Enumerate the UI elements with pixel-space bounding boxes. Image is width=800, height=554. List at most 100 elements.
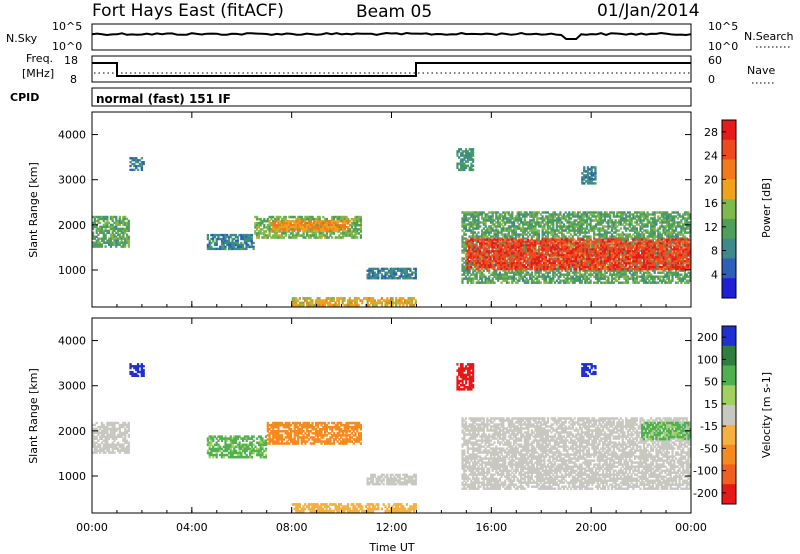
power-cell: [504, 235, 507, 238]
power-cell: [102, 241, 105, 244]
power-cell: [593, 261, 596, 264]
power-cell: [525, 227, 528, 230]
power-cell: [380, 273, 383, 276]
power-cell: [341, 226, 345, 229]
power-cell: [555, 221, 558, 224]
power-cell: [603, 225, 606, 228]
power-cell: [589, 229, 592, 232]
power-cell: [459, 164, 462, 167]
power-region-8: [466, 238, 692, 271]
power-cell: [259, 224, 262, 227]
power-cell: [497, 221, 500, 224]
power-cell: [484, 256, 487, 259]
power-cell: [651, 221, 654, 224]
power-cell: [626, 227, 630, 230]
power-cell: [122, 237, 125, 240]
power-cell: [273, 232, 277, 235]
power-cell: [250, 235, 253, 239]
power-cell: [300, 234, 303, 237]
power-cell: [461, 160, 464, 163]
power-cell: [104, 227, 107, 231]
power-cell: [389, 277, 392, 280]
power-cell: [271, 226, 274, 229]
power-cell: [635, 231, 638, 234]
power-cell: [473, 275, 476, 278]
power-cell: [352, 234, 355, 237]
power-cell: [115, 217, 118, 221]
power-cell: [651, 275, 654, 278]
power-cell: [461, 257, 464, 260]
power-cell: [586, 259, 589, 262]
power-cell: [680, 225, 683, 228]
power-cell: [311, 224, 314, 227]
power-cell: [466, 164, 469, 167]
power-cell: [548, 231, 551, 234]
power-cell: [625, 281, 628, 284]
power-cell: [466, 260, 469, 263]
power-cell: [500, 246, 503, 249]
power-cell: [518, 233, 521, 236]
power-cell: [468, 263, 471, 266]
power-cell: [345, 217, 348, 221]
power-cell: [671, 215, 674, 218]
power-cell: [680, 243, 683, 246]
power-cell: [505, 244, 508, 247]
power-cell: [465, 164, 468, 167]
noise-left-tick-bottom: 10^0: [52, 40, 82, 53]
power-cell: [523, 219, 526, 222]
power-cell: [464, 225, 468, 228]
power-cell: [537, 229, 541, 232]
power-cell: [465, 150, 468, 153]
power-region-7: [461, 211, 692, 284]
power-cell: [537, 225, 541, 228]
power-cell: [100, 239, 104, 242]
power-cell: [473, 213, 476, 216]
power-cell: [659, 277, 662, 280]
power-cell: [104, 237, 107, 240]
power-cell: [509, 275, 512, 278]
power-cell: [356, 232, 359, 235]
power-cell: [104, 233, 107, 236]
power-cell: [461, 277, 464, 280]
power-cell: [100, 217, 104, 221]
power-cell: [566, 269, 569, 272]
power-cell: [594, 271, 598, 274]
power-cell: [646, 239, 649, 242]
power-cell: [680, 227, 683, 230]
power-cell: [332, 217, 336, 221]
power-cell: [479, 225, 482, 228]
power-cell: [505, 268, 508, 271]
power-cell: [234, 243, 238, 247]
power-cell: [513, 267, 516, 270]
power-cell: [578, 211, 582, 214]
power-cell: [628, 271, 631, 274]
power-cell: [352, 236, 355, 239]
power-cell: [660, 275, 663, 278]
power-cell: [268, 230, 271, 233]
power-cell: [206, 247, 209, 251]
power-cell: [575, 273, 578, 276]
power-cell: [552, 211, 555, 214]
power-cell: [621, 219, 624, 222]
power-cell: [405, 269, 408, 272]
power-cell: [641, 279, 644, 282]
power-cell: [550, 221, 553, 224]
power-cell: [340, 228, 343, 231]
power-cell: [589, 221, 592, 224]
power-cell: [124, 229, 127, 232]
power-cell: [486, 256, 489, 259]
power-cell: [666, 281, 669, 284]
power-cell: [366, 269, 369, 272]
power-cell: [577, 275, 580, 278]
power-cell: [463, 156, 466, 159]
power-cell: [500, 264, 503, 267]
power-cell: [571, 227, 574, 230]
power-cell: [507, 277, 510, 280]
power-cell: [117, 231, 120, 234]
power-cell: [468, 252, 471, 255]
power-cell: [495, 227, 498, 230]
power-cell: [464, 249, 468, 252]
power-cell: [309, 236, 312, 239]
power-cell: [546, 221, 549, 224]
power-cell: [514, 240, 517, 243]
